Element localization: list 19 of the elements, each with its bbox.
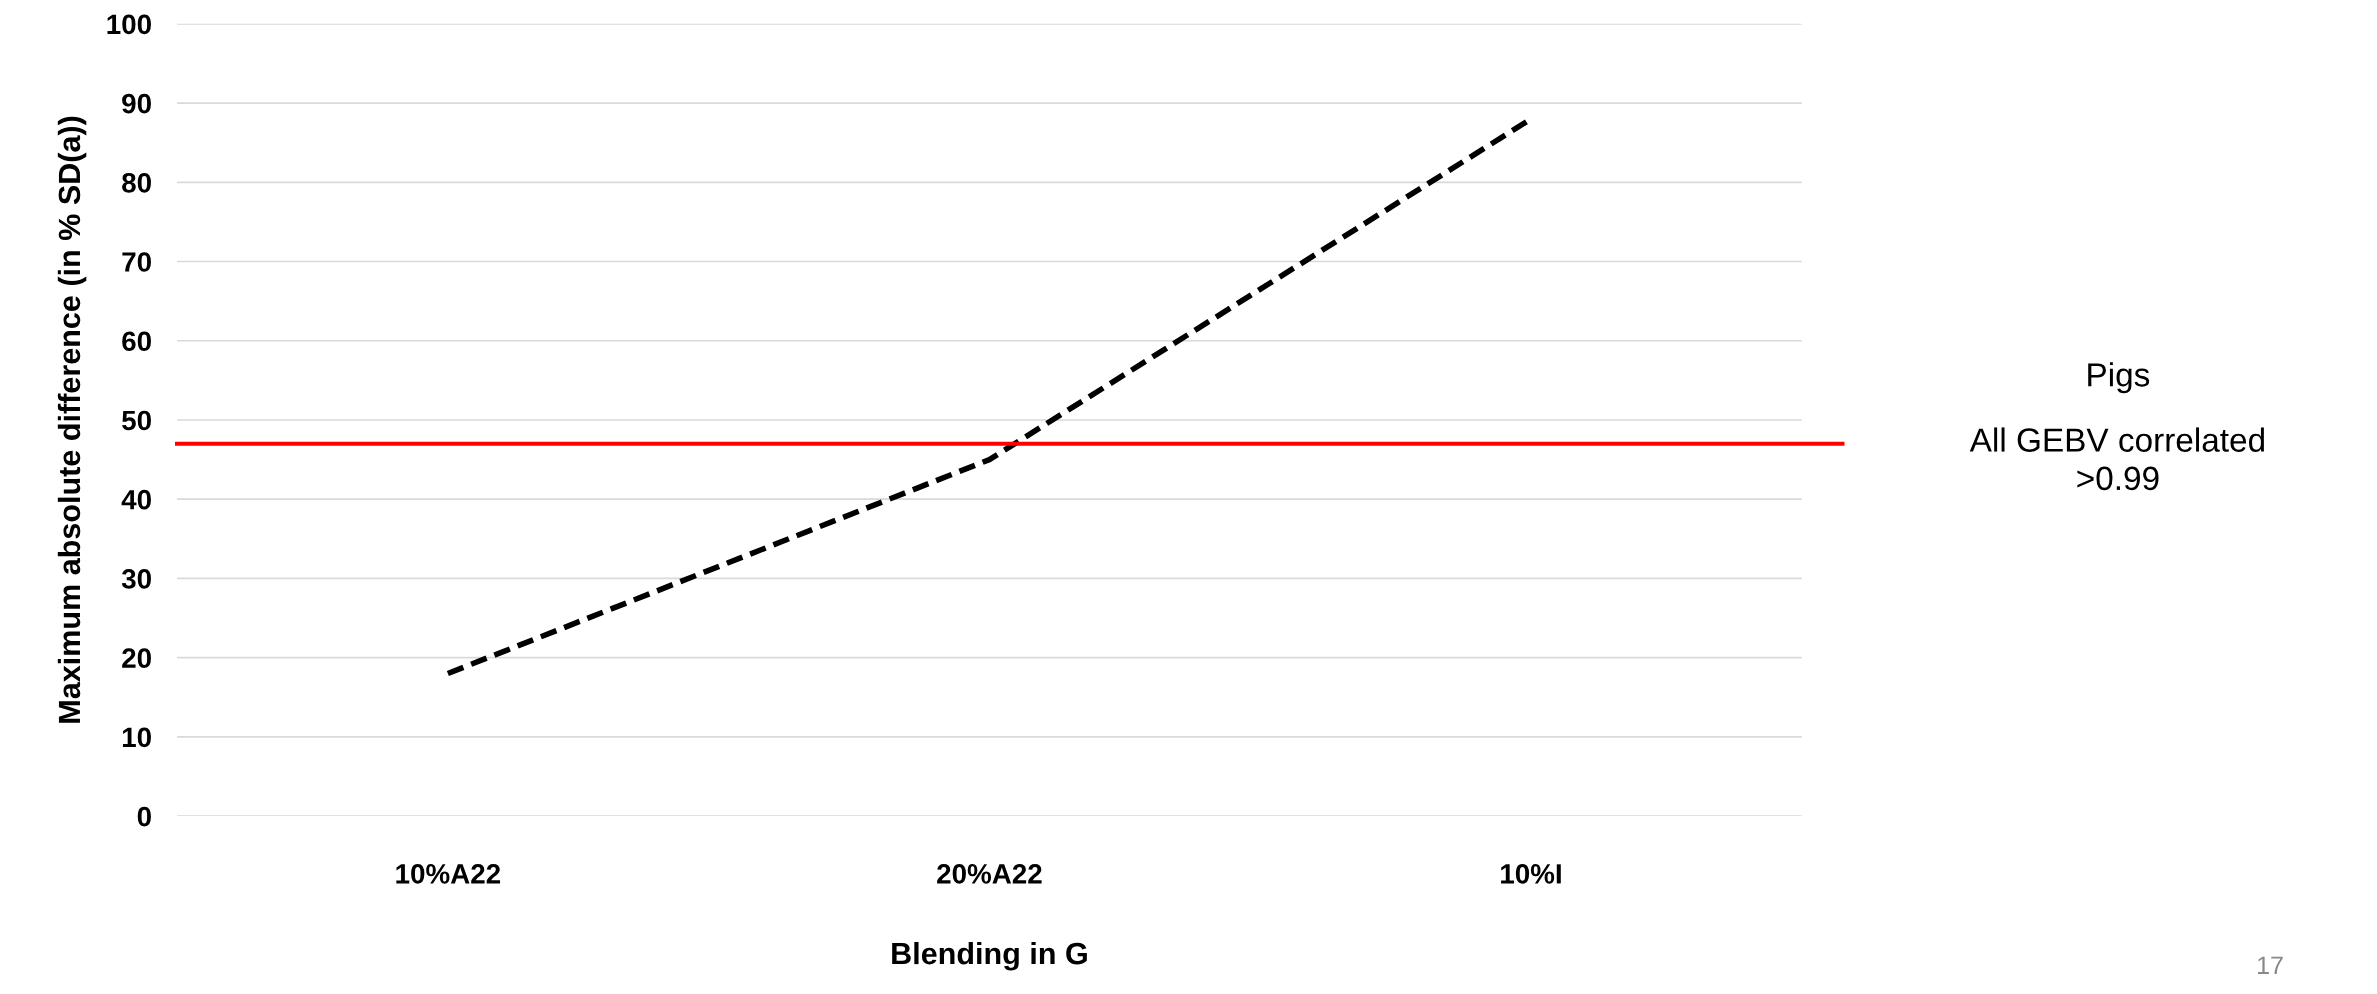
y-tick-label: 50 bbox=[122, 410, 151, 431]
y-axis-title: Maximum absolute difference (in % SD(a)) bbox=[57, 116, 87, 723]
y-tick-label: 40 bbox=[121, 489, 151, 510]
y-tick-label: 100 bbox=[107, 14, 151, 35]
y-tick-label: 0 bbox=[137, 806, 151, 827]
x-tick-label: 10%I bbox=[1501, 864, 1561, 884]
x-axis-title: Blending in G bbox=[892, 941, 1087, 971]
y-tick-label: 80 bbox=[122, 172, 151, 193]
y-tick-label: 70 bbox=[122, 252, 151, 272]
y-tick-label: 10 bbox=[122, 727, 151, 748]
x-tick-label: 20%A22 bbox=[937, 864, 1042, 884]
x-tick-label: 10%A22 bbox=[396, 864, 501, 884]
y-tick-label: 20 bbox=[122, 648, 151, 668]
text: All GEBV correlated >0.99 bbox=[1969, 427, 2264, 491]
y-tick-label: 30 bbox=[121, 569, 151, 589]
y-tick-label: 90 bbox=[122, 93, 151, 114]
text: Pigs bbox=[2088, 362, 2150, 394]
y-tick-label: 60 bbox=[122, 331, 151, 352]
text: 17 bbox=[2258, 956, 2283, 974]
